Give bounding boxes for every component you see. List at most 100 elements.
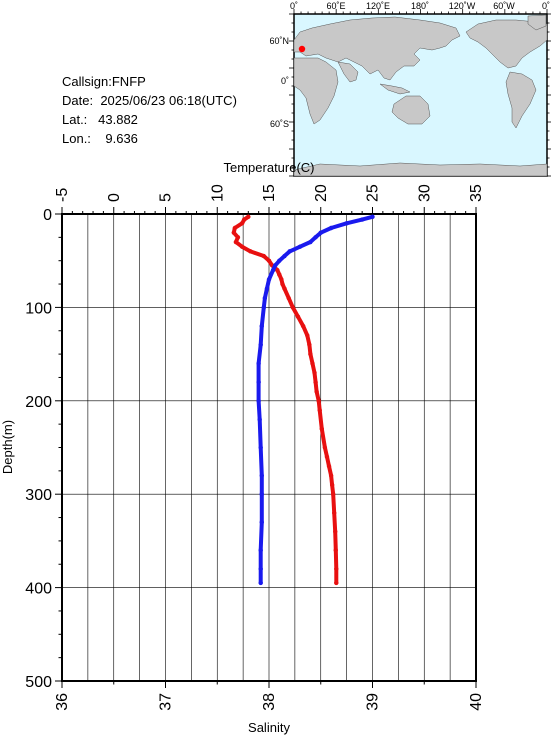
temperature-data-point [282,286,287,291]
map-left-labels: 60˚N 0˚ 60˚S [269,36,289,129]
temperature-tick-label: 10 [209,184,226,202]
lon-row: Lon.: 9.636 [62,129,237,148]
temperature-data-point [334,580,339,586]
depth-tick-label: 400 [25,581,52,598]
salinity-tick-label: 38 [261,693,278,711]
land-indonesia [379,83,411,95]
lon-label: Lon.: [62,131,91,146]
salinity-data-point [266,277,272,282]
temperature-data-point [277,272,282,277]
temperature-data-point [308,351,313,357]
temperature-data-point [233,239,239,245]
temperature-data-point [329,482,335,488]
date-value: 2025/06/23 06:18(UTC) [100,93,237,108]
map-lat-label: 60˚N [269,36,289,46]
depth-tick-label: 0 [43,207,52,224]
salinity-data-point [270,267,276,273]
axis-ticks [55,207,477,688]
temperature-axis-label: Temperature(C) [223,160,314,175]
temperature-data-point [319,426,324,432]
lat-label: Lat.: [62,112,88,127]
temperature-data-point [312,370,317,375]
salinity-tick-labels: 36 37 38 39 40 [54,693,485,711]
salinity-data-point [318,230,323,235]
salinity-data-point [370,214,375,220]
temperature-data-point [326,463,332,469]
depth-tick-label: 500 [25,674,52,691]
land-africa [293,57,339,125]
temperature-data-point [232,225,238,231]
map-lon-label: 0˚ [542,1,550,11]
map-lat-label: 0˚ [281,76,289,86]
salinity-data-point [273,263,278,268]
temperature-data-point [261,253,267,259]
temperature-tick-label: 30 [416,184,433,202]
salinity-data-point [277,258,282,263]
temperature-data-point [231,230,237,235]
salinity-data-point [257,417,262,422]
salinity-data-point [308,239,313,245]
callsign-value: FNFP [111,74,146,89]
temperature-data-point [305,333,310,338]
temperature-tick-label: 20 [313,184,330,202]
depth-tick-label: 300 [25,487,52,504]
salinity-data-point [259,520,264,525]
temperature-data-point [328,473,334,478]
land-antarctica [293,162,548,177]
station-info: Callsign:FNFP Date: 2025/06/23 06:18(UTC… [62,72,237,148]
date-label: Date: [62,93,94,108]
temperature-data-point [290,305,296,310]
temperature-tick-label: 15 [261,184,278,202]
map-lon-label: 120˚E [366,1,390,11]
temperature-tick-labels: -5 0 5 10 15 20 25 30 35 [54,184,485,202]
salinity-data-point [262,295,268,301]
temperature-data-point [313,379,318,385]
salinity-tick-label: 37 [158,693,175,711]
salinity-data-point [258,548,263,553]
map-lon-label: 120˚W [449,1,476,11]
salinity-axis-label: Salinity [248,720,290,735]
salinity-profile-line [256,214,375,585]
lat-row: Lat.: 43.882 [62,110,237,129]
salinity-data-point [256,398,261,403]
salinity-data-point [282,253,287,259]
salinity-tick-label: 36 [54,693,71,711]
callsign-label: Callsign: [62,74,112,89]
land-australia [391,95,431,125]
temperature-data-point [239,221,245,226]
salinity-data-point [258,445,263,450]
temperature-tick-label: 35 [468,184,485,202]
series-layer [231,214,375,586]
station-marker [298,45,306,53]
temperature-data-point [235,235,241,240]
plot-area: -5 0 5 10 15 20 25 30 35 36 37 38 39 40 010020030040… [0,160,485,735]
salinity-data-point [258,342,263,347]
land-north-america [465,19,548,69]
temperature-data-point [295,314,301,319]
salinity-data-point [256,379,261,385]
land-eurasia [293,16,461,81]
temperature-data-point [286,295,291,301]
temperature-data-point [239,244,245,249]
temperature-data-point [279,277,284,282]
temperature-tick-label: 0 [106,193,123,202]
temperature-data-point [241,217,247,222]
salinity-data-point [297,244,303,249]
map-land [293,14,548,177]
temperature-tick-label: 5 [158,193,175,202]
salinity-data-point [258,566,263,572]
temperature-data-point [324,454,330,460]
temperature-data-point [266,258,272,263]
salinity-data-point [259,323,264,329]
salinity-tick-label: 39 [365,693,382,711]
temperature-data-point [333,548,338,553]
salinity-tick-label: 40 [468,693,485,711]
salinity-data-point [344,221,349,226]
temperature-data-point [333,529,338,534]
temperature-data-point [332,510,337,516]
callsign-row: Callsign:FNFP [62,72,237,91]
temperature-tick-label: 25 [365,184,382,202]
land-india [337,61,359,83]
temperature-data-point [322,445,328,450]
